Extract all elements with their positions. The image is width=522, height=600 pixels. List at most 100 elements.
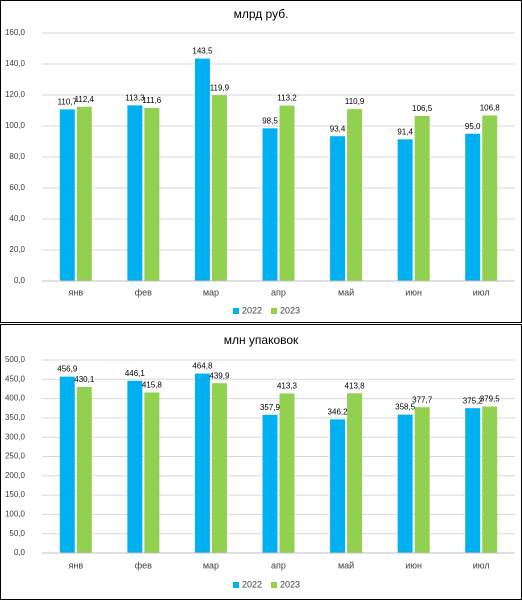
legend-label: 2023 [280,579,300,589]
x-tick-label: янв [68,560,83,570]
bar [262,128,278,281]
value-label: 413,3 [277,382,298,391]
value-label: 106,8 [480,104,501,113]
y-tick-label: 150,0 [5,490,26,499]
bar [59,109,75,281]
bar [127,105,143,281]
bar [482,406,498,553]
y-tick-label: 60,0 [9,183,25,192]
value-label: 439,9 [209,371,230,380]
bar [144,108,160,282]
bar [76,386,92,553]
y-tick-label: 120,0 [5,90,26,99]
x-tick-label: июн [405,560,422,570]
legend-swatch [271,582,277,588]
chart-title: млн упаковок [224,333,299,347]
legend-label: 2022 [242,305,262,315]
value-label: 357,9 [260,403,281,412]
bar [465,408,481,553]
y-tick-label: 0,0 [14,548,26,557]
y-tick-label: 300,0 [5,432,26,441]
bar [279,393,295,553]
value-label: 95,0 [465,122,481,131]
bar [144,392,160,553]
chart-title: млрд руб. [234,7,289,21]
x-tick-label: мар [203,560,219,570]
bar [127,380,143,553]
bar [59,376,75,553]
y-tick-label: 80,0 [9,152,25,161]
bar [397,139,413,281]
value-label: 143,5 [192,47,213,56]
value-label: 119,9 [210,83,230,92]
y-tick-label: 0,0 [14,276,26,285]
value-label: 379,5 [480,395,501,404]
y-tick-label: 40,0 [9,214,25,223]
value-label: 413,8 [345,381,366,390]
legend-swatch [271,308,277,314]
bar [347,109,363,281]
value-label: 430,1 [74,375,95,384]
bar [194,58,210,282]
bar [397,414,413,553]
y-tick-label: 250,0 [5,452,26,461]
y-tick-label: 350,0 [5,413,26,422]
bar [194,373,210,553]
x-tick-label: янв [68,287,83,297]
bar [414,115,430,281]
legend-label: 2023 [280,305,300,315]
bar [211,95,227,281]
value-label: 464,8 [192,362,213,371]
y-tick-label: 100,0 [5,121,26,130]
value-label: 113,2 [277,94,297,103]
value-label: 91,4 [397,127,413,136]
y-tick-label: 50,0 [9,529,25,538]
bar [262,414,278,553]
x-tick-label: апр [271,287,286,297]
value-label: 112,4 [75,95,95,104]
bar [414,407,430,553]
x-tick-label: фев [135,560,152,570]
value-label: 377,7 [412,395,433,404]
x-tick-label: фев [135,287,152,297]
bar [465,133,481,281]
value-label: 346,2 [328,407,349,416]
value-label: 111,6 [142,96,161,105]
x-tick-label: май [338,560,354,570]
value-label: 375,2 [463,396,484,405]
legend-swatch [233,582,239,588]
y-tick-label: 160,0 [5,28,26,37]
x-tick-label: июл [473,560,490,570]
legend-swatch [233,308,239,314]
value-label: 446,1 [125,369,146,378]
bar [279,105,295,281]
value-label: 113,3 [125,93,145,102]
bar [76,106,92,281]
y-tick-label: 200,0 [5,471,26,480]
value-label: 106,5 [412,104,433,113]
value-label: 358,5 [395,403,416,412]
legend-label: 2022 [242,579,262,589]
y-tick-label: 450,0 [5,374,26,383]
x-tick-label: апр [271,560,286,570]
bar [347,393,363,553]
y-tick-label: 20,0 [9,245,25,254]
y-tick-label: 140,0 [5,59,26,68]
value-label: 456,9 [57,365,78,374]
bar [482,115,498,282]
value-label: 110,7 [58,98,78,107]
bar [330,136,346,281]
y-tick-label: 400,0 [5,394,26,403]
value-label: 110,9 [345,97,365,106]
value-label: 415,8 [142,381,163,390]
y-tick-label: 100,0 [5,510,26,519]
bar [330,419,346,553]
x-tick-label: июл [473,287,490,297]
value-label: 93,4 [330,124,346,133]
x-tick-label: июн [405,287,422,297]
bar [211,383,227,553]
y-tick-label: 500,0 [5,355,26,364]
x-tick-label: май [338,287,354,297]
x-tick-label: мар [203,287,219,297]
